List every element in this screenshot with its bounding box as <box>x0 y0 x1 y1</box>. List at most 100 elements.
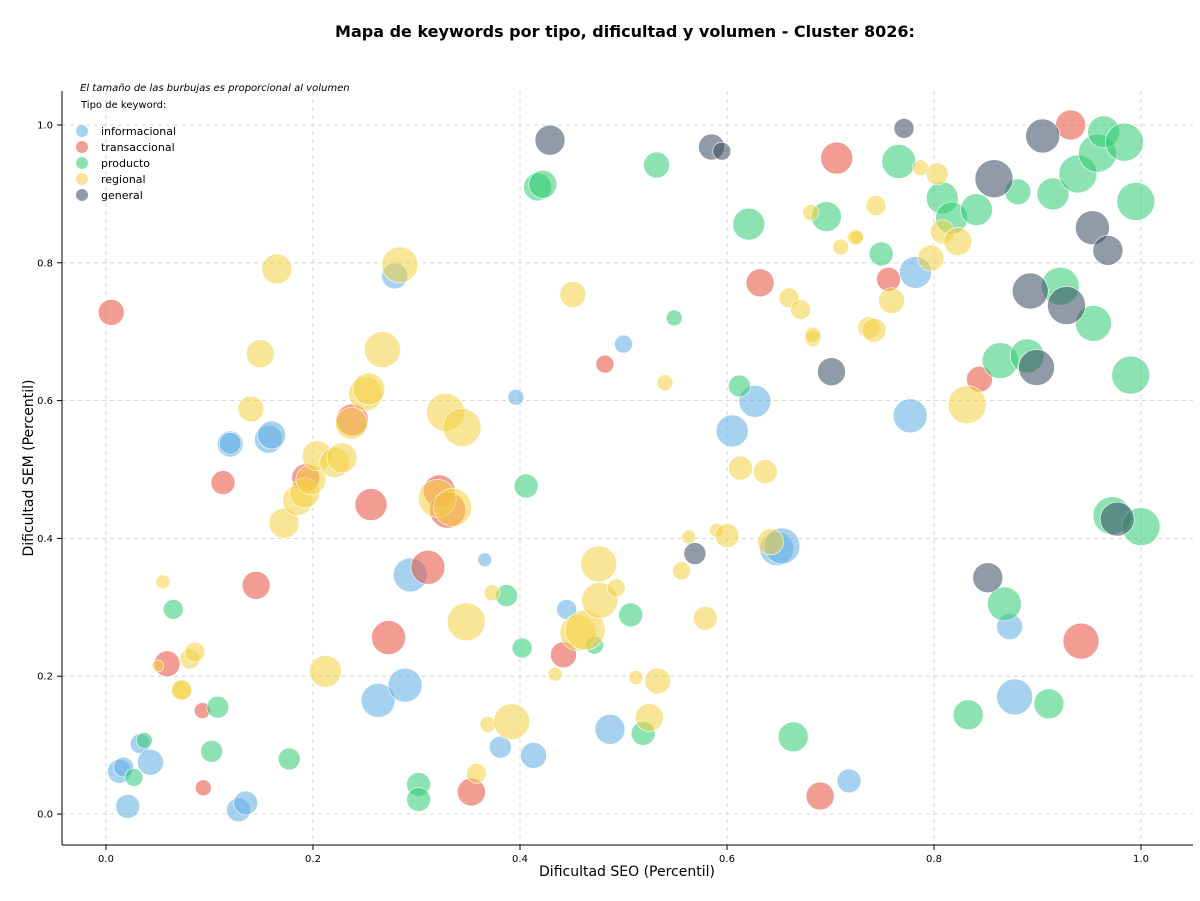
bubble-general <box>1018 349 1055 386</box>
bubble-informacional <box>218 431 242 455</box>
legend-marker-transaccional <box>76 141 88 153</box>
y-tick-label: 0.2 <box>37 672 53 683</box>
bubble-informacional <box>137 748 164 776</box>
bubble-regional <box>832 238 850 256</box>
bubble-regional <box>309 655 342 688</box>
y-tick-label: 0.8 <box>37 258 53 269</box>
bubble-general <box>972 562 1004 594</box>
bubble-transaccional <box>595 354 615 374</box>
bubble-producto <box>1105 122 1144 162</box>
bubble-informacional <box>257 420 286 450</box>
y-tick-label: 0.0 <box>37 810 53 821</box>
legend-label-producto: producto <box>101 157 150 170</box>
bubble-producto <box>206 695 230 719</box>
bubble-informacional <box>836 768 862 794</box>
bubble-general <box>974 159 1014 198</box>
bubble-informacional <box>387 667 423 703</box>
legend-marker-producto <box>76 157 88 169</box>
bubble-producto <box>1116 182 1156 221</box>
bubble-regional <box>261 253 293 285</box>
bubble-producto <box>163 599 184 620</box>
bubble-regional <box>547 666 563 682</box>
bubble-general <box>1012 272 1049 310</box>
bubble-regional <box>334 406 368 440</box>
bubble-informacional <box>233 790 258 816</box>
legend-label-regional: regional <box>101 173 146 186</box>
bubble-regional <box>466 762 487 784</box>
bubble-producto <box>777 721 809 753</box>
bubble-informacional <box>477 552 493 568</box>
bubble-transaccional <box>1062 622 1100 660</box>
legend: informacional transaccional producto region… <box>76 125 176 202</box>
bubble-transaccional <box>805 781 835 811</box>
bubble-informacional <box>892 398 928 434</box>
bubble-producto <box>952 699 984 731</box>
bubble-regional <box>681 529 697 545</box>
bubble-regional <box>268 507 300 539</box>
axes <box>61 91 1193 846</box>
x-tick-label: 0.2 <box>305 854 321 865</box>
bubble-size-note: El tamaño de las burbujas es proporciona… <box>80 83 350 94</box>
bubble-general <box>1099 501 1135 537</box>
bubble-regional <box>171 679 192 701</box>
bubble-regional <box>326 442 358 474</box>
y-tick-label: 0.6 <box>37 396 53 407</box>
bubble-regional <box>692 605 718 631</box>
bubble-regional <box>580 545 618 583</box>
bubble-producto <box>728 374 751 398</box>
y-tick-label: 0.4 <box>37 534 53 545</box>
bubble-transaccional <box>1055 109 1086 141</box>
x-tick-label: 0.4 <box>512 854 528 865</box>
bubble-informacional <box>520 742 547 769</box>
bubble-producto <box>528 170 558 199</box>
bubble-regional <box>790 299 811 321</box>
y-axis-label: Dificultad SEM (Percentil) <box>21 380 37 557</box>
bubble-regional <box>849 230 864 245</box>
bubble-producto <box>881 144 917 179</box>
bubble-informacional <box>115 794 140 819</box>
bubble-regional <box>672 561 691 581</box>
bubble-producto <box>987 586 1022 622</box>
x-tick-label: 1.0 <box>1133 854 1149 865</box>
bubble-general <box>683 542 707 565</box>
chart-title: Mapa de keywords por tipo, dificultad y … <box>335 22 915 41</box>
bubble-regional <box>483 584 501 602</box>
bubble-transaccional <box>241 570 271 600</box>
bubble-informacional <box>360 682 396 718</box>
bubble-regional <box>352 372 386 406</box>
x-tick-label: 0.8 <box>926 854 942 865</box>
bubble-regional <box>151 659 165 673</box>
bubble-informacional <box>614 334 633 354</box>
bubble-transaccional <box>745 268 775 298</box>
bubble-informacional <box>715 414 749 448</box>
bubble-producto <box>277 747 301 771</box>
bubble-producto <box>1033 688 1065 720</box>
bubble-transaccional <box>410 549 446 585</box>
bubble-regional <box>728 455 753 481</box>
bubble-regional <box>925 162 949 186</box>
y-tick-label: 1.0 <box>37 121 53 132</box>
bubble-regional <box>363 331 401 368</box>
bubble-informacional <box>488 735 512 759</box>
ticks: 0.0 0.2 0.4 0.6 0.8 1.0 0.0 0.2 0.4 0.6 0.8 1.0 <box>37 121 1149 866</box>
bubble-general <box>893 118 915 139</box>
bubble-regional <box>947 385 987 425</box>
legend-marker-general <box>76 189 88 201</box>
bubble-transaccional <box>210 470 236 495</box>
x-axis-label: Dificultad SEO (Percentil) <box>539 864 715 880</box>
bubble-general <box>1092 235 1124 266</box>
bubble-producto <box>868 241 894 267</box>
bubble-producto <box>124 768 144 787</box>
bubble-producto <box>406 787 431 812</box>
legend-label-informacional: informacional <box>101 125 176 138</box>
bubble-regional <box>493 703 531 741</box>
bubble-regional <box>804 326 822 344</box>
bubble-transaccional <box>820 141 854 175</box>
bubble-producto <box>1075 305 1112 342</box>
bubble-regional <box>606 578 626 598</box>
bubble-regional <box>714 523 740 548</box>
bubble-general <box>534 124 566 156</box>
bubble-regional <box>155 574 171 590</box>
bubble-informacional <box>507 388 525 406</box>
